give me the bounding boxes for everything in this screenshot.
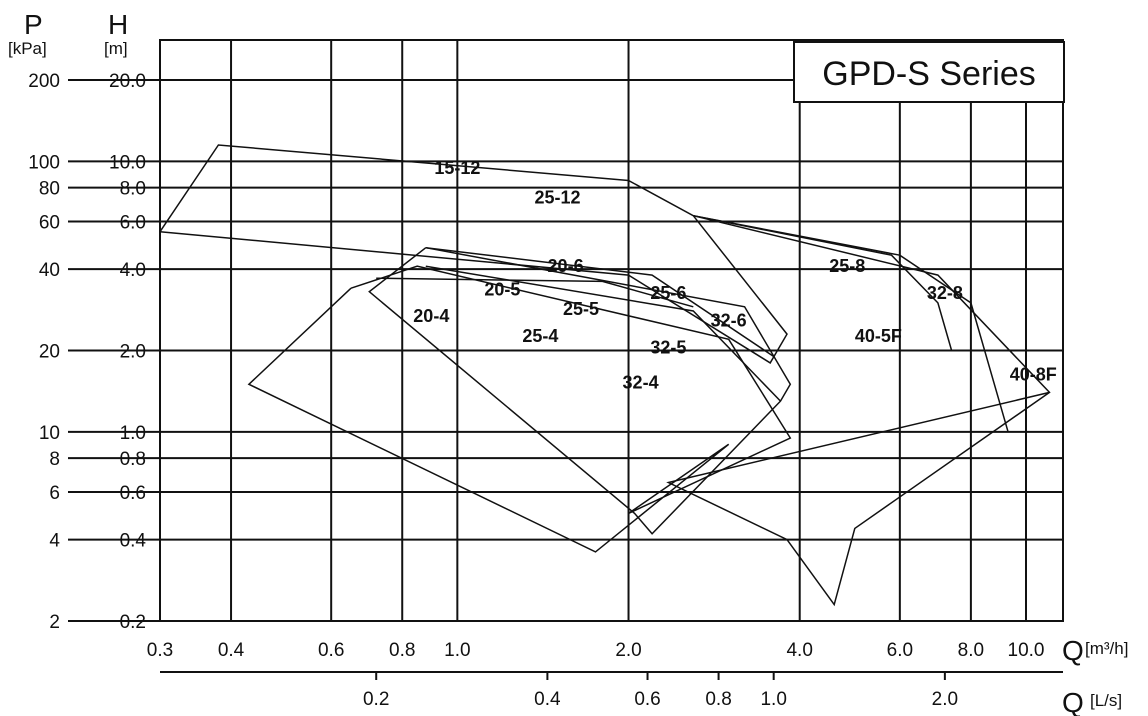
x-tick-label: 2.0: [615, 640, 641, 661]
y2-tick-label: 4: [49, 531, 60, 552]
model-label: 25-5: [563, 299, 599, 319]
y-tick-label: 10.0: [109, 152, 146, 173]
32-6-curve: [426, 266, 781, 401]
x-axis-unit: [m³/h]: [1085, 639, 1128, 658]
y-axis-tick-labels: 0.2 0.4 0.6 0.8 1.0 2.0 4.0 6.0 8.0 10.0 20.0: [109, 71, 146, 633]
horizontal-grid: [68, 80, 1063, 621]
model-label: 25-12: [534, 187, 580, 207]
y-tick-label: 8.0: [120, 179, 146, 200]
y2-tick-label: 6: [49, 483, 60, 504]
x-axis-tick-labels: 0.3 0.4 0.6 0.8 1.0 2.0 4.0 6.0 8.0 10.0: [147, 640, 1045, 661]
y2-tick-label: 20: [39, 342, 60, 363]
model-label: 20-6: [548, 256, 584, 276]
x2-tick-label: 0.2: [363, 689, 389, 710]
y-axis-unit: [m]: [104, 39, 128, 58]
y-tick-label: 20.0: [109, 71, 146, 92]
x-axis-letter: Q: [1062, 635, 1084, 666]
plot-frame: [160, 40, 1063, 621]
y-tick-label: 0.6: [120, 483, 146, 504]
model-label: 15-12: [434, 158, 480, 178]
x2-tick-label: 0.8: [705, 689, 731, 710]
x2-tick-label: 0.6: [634, 689, 660, 710]
y2-tick-label: 200: [28, 71, 60, 92]
model-label: 40-8F: [1010, 364, 1057, 384]
model-labels: 15-12 25-12 20-6 25-8 20-5 25-6 32-8 25-5 20-4 32…: [413, 158, 1057, 392]
pump-curves: [376, 216, 1008, 432]
y-tick-label: 0.2: [120, 612, 146, 633]
x2-tick-label: 1.0: [760, 689, 786, 710]
x2-tick-label: 0.4: [534, 689, 561, 710]
y-tick-label: 2.0: [120, 342, 146, 363]
pump-envelopes: [160, 145, 1050, 605]
model-label: 32-6: [711, 311, 747, 331]
x2-axis-unit: [L/s]: [1090, 691, 1122, 710]
model-label: 25-6: [650, 283, 686, 303]
x2-tick-label: 2.0: [932, 689, 958, 710]
y2-axis-tick-labels: 2 4 6 8 10 20 40 60 80 100 200: [28, 71, 60, 633]
x-tick-label: 10.0: [1008, 640, 1045, 661]
y2-tick-label: 10: [39, 423, 60, 444]
y-tick-label: 4.0: [120, 260, 146, 281]
y2-tick-label: 40: [39, 260, 60, 281]
x-tick-label: 6.0: [887, 640, 913, 661]
model-label: 32-8: [927, 283, 963, 303]
y2-tick-label: 80: [39, 179, 60, 200]
x-tick-label: 1.0: [444, 640, 470, 661]
envelope-group-4: [249, 266, 790, 552]
x-tick-label: 0.3: [147, 640, 173, 661]
x-tick-label: 4.0: [786, 640, 812, 661]
model-label: 32-4: [623, 372, 659, 392]
x-tick-label: 8.0: [958, 640, 984, 661]
chart-title: GPD-S Series: [822, 55, 1036, 93]
y2-tick-label: 2: [49, 612, 60, 633]
y2-tick-label: 100: [28, 152, 60, 173]
y-axis-letter: H: [108, 9, 128, 40]
y2-axis-letter: P: [24, 9, 43, 40]
x2-axis-tick-labels: 0.2 0.4 0.6 0.8 1.0 2.0: [363, 672, 958, 710]
model-label: 20-4: [413, 306, 449, 326]
y2-tick-label: 8: [49, 449, 60, 470]
model-label: 25-8: [829, 256, 865, 276]
y-tick-label: 6.0: [120, 212, 146, 233]
y2-tick-label: 60: [39, 212, 60, 233]
x-tick-label: 0.4: [218, 640, 245, 661]
model-label: 40-5F: [855, 326, 902, 346]
envelope-group-mid: [369, 248, 790, 534]
chart-title-box: GPD-S Series: [794, 42, 1064, 102]
y-tick-label: 0.8: [120, 449, 146, 470]
y2-axis-unit: [kPa]: [8, 39, 47, 58]
x-tick-label: 0.8: [389, 640, 415, 661]
model-label: 20-5: [484, 279, 520, 299]
model-label: 32-5: [650, 337, 686, 357]
y-tick-label: 1.0: [120, 423, 146, 444]
model-label: 25-4: [522, 326, 558, 346]
x2-axis-letter: Q: [1062, 687, 1084, 716]
y-tick-label: 0.4: [120, 531, 147, 552]
x-tick-label: 0.6: [318, 640, 344, 661]
